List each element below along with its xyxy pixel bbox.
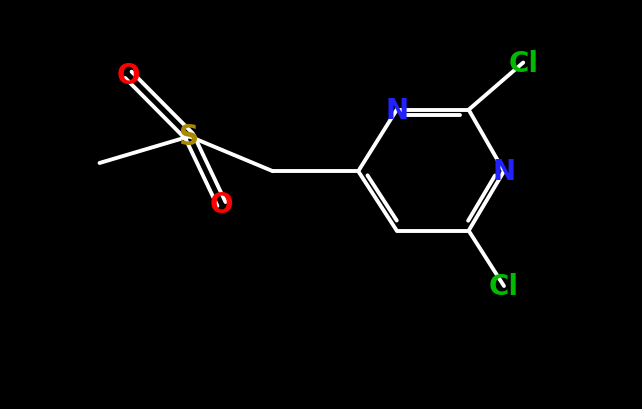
Text: Cl: Cl: [508, 49, 538, 77]
Text: O: O: [210, 191, 233, 218]
Text: S: S: [179, 123, 200, 151]
Text: Cl: Cl: [489, 272, 519, 300]
Text: O: O: [117, 62, 140, 90]
Text: N: N: [385, 97, 408, 124]
Text: N: N: [492, 158, 516, 186]
